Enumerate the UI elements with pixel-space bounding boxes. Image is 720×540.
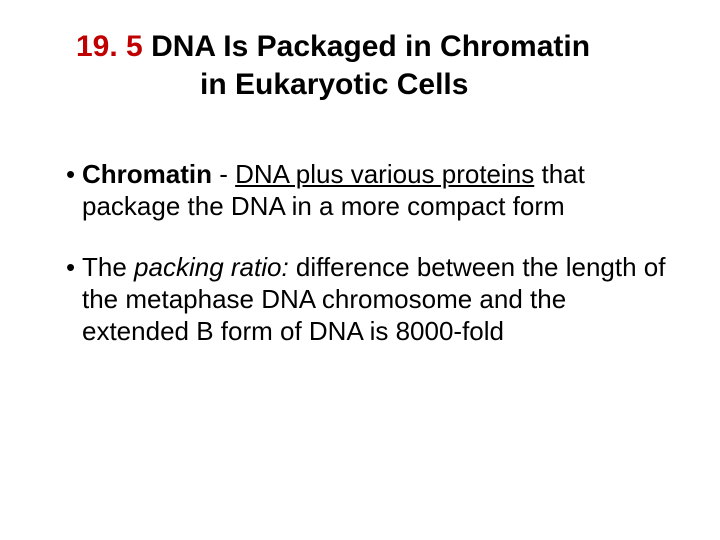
bullet-list: • Chromatin - DNA plus various proteins … bbox=[52, 159, 668, 348]
section-number: 19. 5 bbox=[76, 30, 143, 63]
bullet-item: • The packing ratio: difference between … bbox=[60, 252, 668, 347]
bullet-dot-icon: • bbox=[66, 252, 82, 284]
title-line-1: 19. 5 DNA Is Packaged in Chromatin bbox=[76, 28, 668, 66]
bullet-text: - bbox=[212, 159, 235, 189]
bullet-text: packing ratio: bbox=[134, 252, 289, 282]
title-line-2: in Eukaryotic Cells bbox=[76, 66, 668, 104]
bullet-text: The bbox=[82, 252, 134, 282]
title-line-1-text: DNA Is Packaged in Chromatin bbox=[143, 30, 590, 63]
bullet-text: Chromatin bbox=[82, 159, 212, 189]
slide: 19. 5 DNA Is Packaged in Chromatin in Eu… bbox=[0, 0, 720, 540]
bullet-dot-icon: • bbox=[66, 159, 82, 191]
slide-title: 19. 5 DNA Is Packaged in Chromatin in Eu… bbox=[52, 28, 668, 103]
bullet-text: DNA plus various proteins bbox=[235, 159, 534, 189]
bullet-item: • Chromatin - DNA plus various proteins … bbox=[60, 159, 668, 222]
